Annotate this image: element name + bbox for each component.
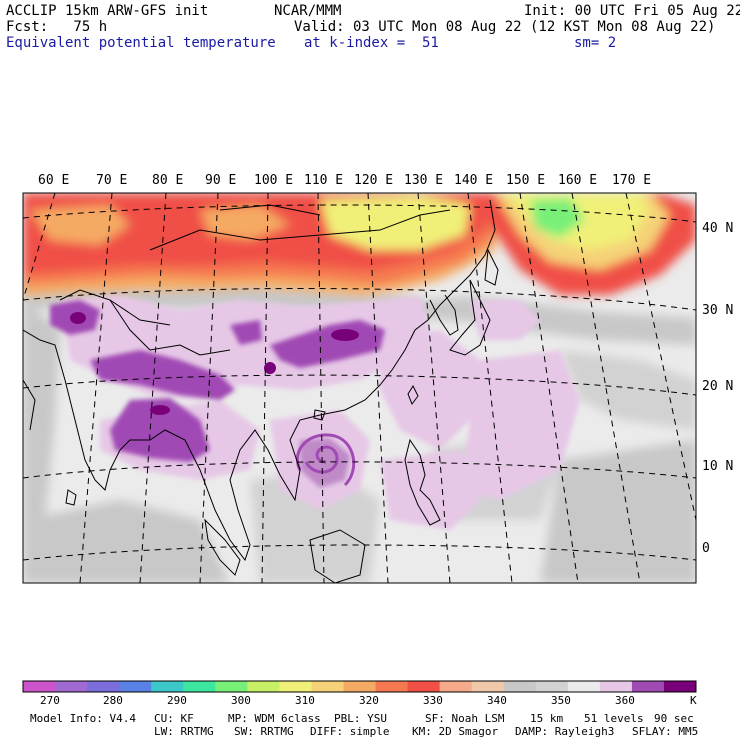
lon-label-160e: 160 E [558,173,598,188]
colorbar-cell [503,681,537,692]
colorbar-cell [567,681,601,692]
footer-damp: DAMP: Rayleigh3 [515,725,615,738]
graticule [23,193,696,583]
cyclone-swirl [296,433,356,487]
lon-label-170e: 170 E [612,173,652,188]
header-smoothing: sm= 2 [574,35,617,51]
colorbar-tick-320: 320 [359,694,379,707]
colorbar-cell [151,681,184,692]
footer-pbl: PBL: YSU [334,712,387,725]
colorbar-cell [407,681,441,692]
colorbar-cells [23,681,697,692]
lat-label-40n: 40 N [702,221,734,236]
footer-levels: 51 levels [584,712,644,725]
colorbar-cell [87,681,120,692]
footer-diff: DIFF: simple [310,725,390,738]
colorbar-cell [535,681,569,692]
colorbar-frame [22,680,697,693]
header-level: at k-index = 51 [304,35,439,51]
colorbar-cell [23,681,56,692]
header-valid-time: Valid: 03 UTC Mon 08 Aug 22 (12 KST Mon … [294,19,716,35]
lon-label-110e: 110 E [304,173,344,188]
lat-label-20n: 20 N [702,379,734,394]
colorbar-cell [343,681,377,692]
lon-label-100e: 100 E [254,173,294,188]
map-frame [22,192,697,584]
footer-sw: SW: RRTMG [234,725,294,738]
colorbar-cell [471,681,505,692]
footer-mp: MP: WDM 6class [228,712,321,725]
colorbar-cell [215,681,248,692]
colorbar-unit: K [690,694,697,707]
header-forecast-hour: Fcst: 75 h [6,19,108,35]
colorbar-cell [663,681,697,692]
colorbar-tick-350: 350 [551,694,571,707]
warm-regions [23,193,696,296]
header-field-name: Equivalent potential temperature [6,35,276,51]
colorbar-tick-270: 270 [40,694,60,707]
header-model-title: ACCLIP 15km ARW-GFS init [6,3,209,19]
colorbar-tick-340: 340 [487,694,507,707]
footer-cu: CU: KF [154,712,194,725]
dark-purple-cores [70,312,359,415]
header-org: NCAR/MMM [274,3,342,19]
colorbar-cell [279,681,312,692]
colorbar-tick-360: 360 [615,694,635,707]
lon-label-90e: 90 E [205,173,237,188]
lon-label-80e: 80 E [152,173,184,188]
colorbar-tick-310: 310 [295,694,315,707]
lon-label-140e: 140 E [454,173,494,188]
lat-label-30n: 30 N [702,303,734,318]
colorbar-cell [183,681,216,692]
footer-timestep: 90 sec [654,712,694,725]
colorbar-cell [599,681,633,692]
colorbar-cell [119,681,152,692]
colorbar-cell [55,681,88,692]
colorbar-cell [631,681,665,692]
footer-sf: SF: Noah LSM [425,712,505,725]
footer-sflay: SFLAY: MM5 [632,725,699,738]
lon-label-120e: 120 E [354,173,394,188]
colorbar-tick-330: 330 [423,694,443,707]
map-field [23,193,696,583]
colorbar-tick-280: 280 [103,694,123,707]
footer-model-info: Model Info: V4.4 [30,712,136,725]
lat-label-0: 0 [702,541,710,556]
lon-label-70e: 70 E [96,173,128,188]
lon-label-150e: 150 E [506,173,546,188]
lon-label-130e: 130 E [404,173,444,188]
colorbar-cell [375,681,409,692]
header-init-time: Init: 00 UTC Fri 05 Aug 22 [524,3,740,19]
lat-label-10n: 10 N [702,459,734,474]
colorbar-tick-300: 300 [231,694,251,707]
footer-km: KM: 2D Smagor [412,725,499,738]
lon-label-60e: 60 E [38,173,70,188]
footer-lw: LW: RRTMG [154,725,214,738]
colorbar-cell [439,681,473,692]
footer-resolution: 15 km [530,712,564,725]
colorbar-cell [311,681,344,692]
colorbar-cell [247,681,280,692]
colorbar-tick-290: 290 [167,694,187,707]
